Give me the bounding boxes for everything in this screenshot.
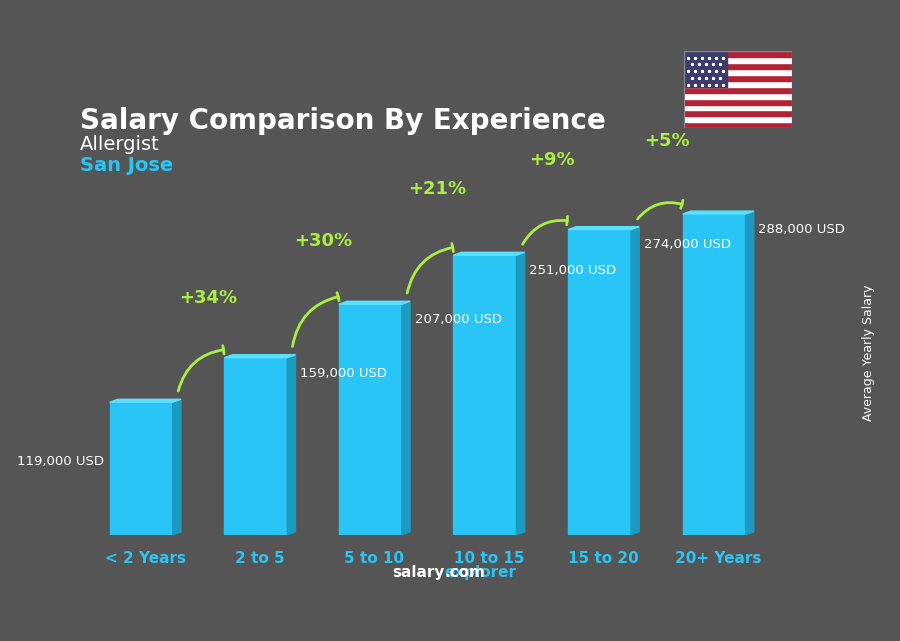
Text: Allergist: Allergist bbox=[80, 135, 159, 154]
Bar bbox=[684, 75, 792, 81]
Bar bbox=[684, 57, 792, 63]
Text: 159,000 USD: 159,000 USD bbox=[300, 367, 387, 379]
Bar bbox=[682, 214, 745, 535]
Text: +5%: +5% bbox=[644, 132, 689, 150]
Text: 119,000 USD: 119,000 USD bbox=[17, 455, 104, 469]
Polygon shape bbox=[517, 253, 525, 535]
Bar bbox=[224, 358, 287, 535]
Bar bbox=[568, 229, 631, 535]
Text: 207,000 USD: 207,000 USD bbox=[415, 313, 501, 326]
Bar bbox=[684, 110, 792, 117]
Text: 10 to 15: 10 to 15 bbox=[454, 551, 525, 567]
Text: 15 to 20: 15 to 20 bbox=[568, 551, 639, 567]
Text: 274,000 USD: 274,000 USD bbox=[644, 238, 731, 251]
Text: +34%: +34% bbox=[179, 289, 238, 307]
Polygon shape bbox=[287, 354, 295, 535]
Text: 5 to 10: 5 to 10 bbox=[345, 551, 404, 567]
Bar bbox=[684, 117, 792, 122]
Bar bbox=[339, 304, 402, 535]
Bar bbox=[110, 402, 173, 535]
Text: .com: .com bbox=[445, 565, 486, 580]
Polygon shape bbox=[339, 301, 410, 304]
Bar bbox=[684, 93, 792, 99]
Polygon shape bbox=[110, 399, 181, 402]
Polygon shape bbox=[745, 211, 754, 535]
Polygon shape bbox=[631, 227, 639, 535]
Text: San Jose: San Jose bbox=[80, 156, 173, 175]
Bar bbox=[684, 99, 792, 104]
Text: Average Yearly Salary: Average Yearly Salary bbox=[862, 285, 875, 420]
Text: salary: salary bbox=[392, 565, 445, 580]
Bar bbox=[454, 255, 517, 535]
Text: 20+ Years: 20+ Years bbox=[675, 551, 761, 567]
Bar bbox=[684, 63, 792, 69]
Bar bbox=[684, 122, 792, 128]
Bar bbox=[684, 104, 792, 110]
Text: 288,000 USD: 288,000 USD bbox=[759, 223, 845, 236]
Text: +9%: +9% bbox=[529, 151, 575, 169]
Polygon shape bbox=[173, 399, 181, 535]
Text: +21%: +21% bbox=[409, 179, 466, 197]
Polygon shape bbox=[568, 227, 639, 229]
Text: explorer: explorer bbox=[445, 565, 517, 580]
Polygon shape bbox=[454, 253, 525, 255]
Text: +30%: +30% bbox=[294, 232, 352, 250]
Polygon shape bbox=[682, 211, 754, 214]
Text: Salary Comparison By Experience: Salary Comparison By Experience bbox=[80, 107, 606, 135]
Bar bbox=[684, 81, 792, 87]
Bar bbox=[684, 69, 792, 75]
Text: 251,000 USD: 251,000 USD bbox=[529, 264, 616, 277]
Bar bbox=[684, 51, 727, 87]
Bar bbox=[684, 87, 792, 93]
Polygon shape bbox=[402, 301, 410, 535]
Polygon shape bbox=[224, 354, 295, 358]
Text: 2 to 5: 2 to 5 bbox=[235, 551, 284, 567]
Bar bbox=[684, 51, 792, 57]
Text: < 2 Years: < 2 Years bbox=[104, 551, 185, 567]
